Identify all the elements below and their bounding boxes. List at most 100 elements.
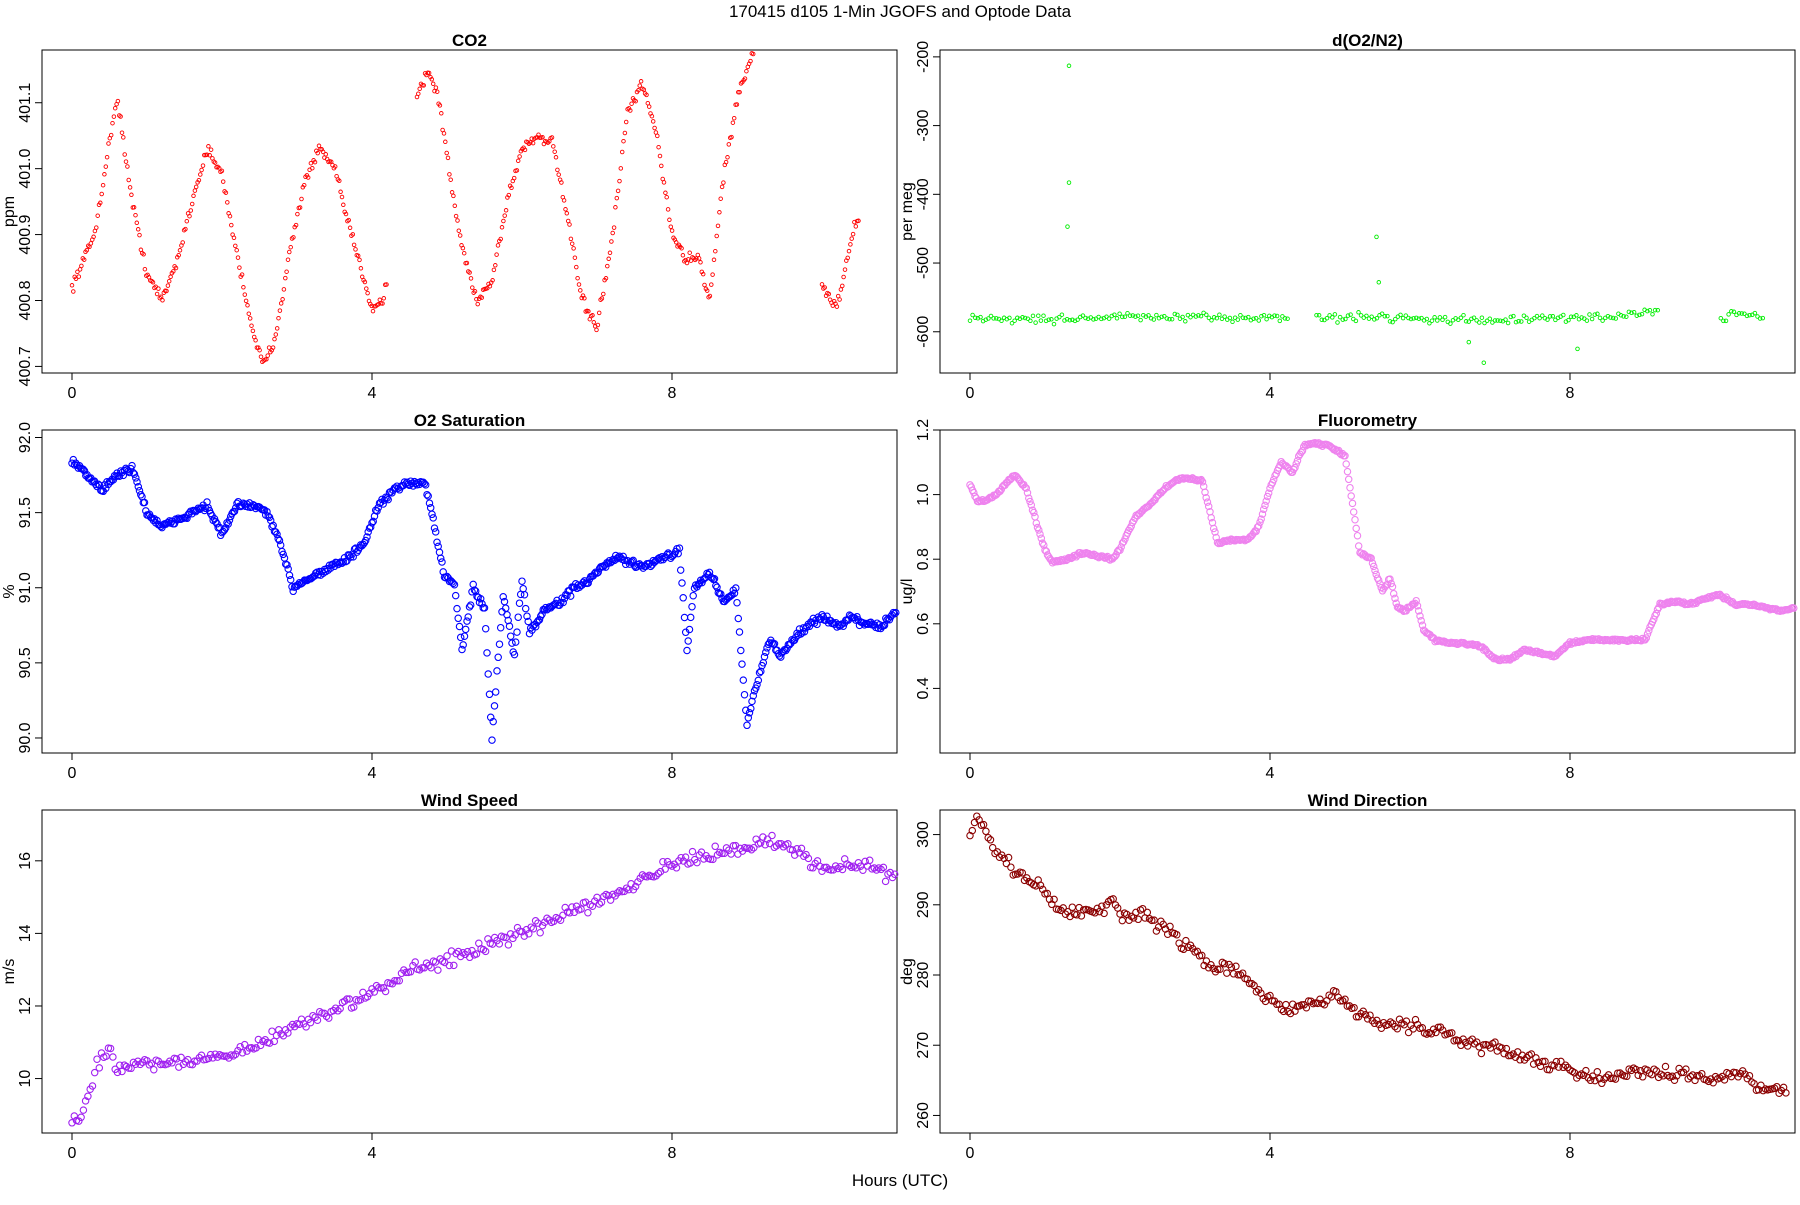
data-point	[1007, 863, 1015, 871]
data-point	[1670, 1076, 1679, 1084]
data-point	[523, 612, 531, 620]
data-point	[1244, 534, 1253, 543]
data-point	[725, 155, 730, 160]
data-point	[578, 288, 583, 293]
data-point	[1219, 316, 1225, 322]
data-point	[359, 540, 367, 549]
data-point	[1099, 316, 1104, 322]
data-point	[1207, 961, 1215, 969]
data-point	[763, 835, 772, 843]
data-point	[1051, 321, 1057, 327]
data-point	[610, 230, 615, 236]
data-point	[1059, 312, 1065, 317]
data-point	[439, 111, 444, 116]
data-point	[204, 1054, 213, 1063]
data-point	[563, 207, 568, 212]
data-point	[132, 474, 140, 482]
data-point	[489, 717, 497, 726]
data-point	[95, 213, 100, 218]
panel-title: O2 Saturation	[414, 411, 525, 430]
data-point	[1346, 483, 1354, 492]
data-point	[1277, 1005, 1286, 1014]
data-point	[1550, 313, 1556, 319]
data-point	[797, 844, 806, 853]
data-point	[1135, 313, 1141, 318]
data-point	[750, 843, 758, 852]
data-point	[150, 1065, 158, 1074]
data-point	[1474, 318, 1479, 323]
data-point	[1335, 320, 1340, 325]
data-point	[819, 282, 825, 287]
data-point	[1721, 318, 1726, 324]
data-point	[1466, 319, 1472, 324]
data-point	[227, 213, 233, 219]
data-point	[533, 618, 541, 627]
data-point	[566, 592, 575, 600]
data-point	[1288, 1000, 1297, 1008]
data-point	[109, 1053, 117, 1061]
data-point	[195, 1053, 204, 1062]
data-point	[1169, 316, 1175, 322]
data-point	[595, 900, 604, 908]
data-point	[501, 604, 510, 612]
data-point	[518, 927, 526, 936]
data-point	[605, 263, 610, 269]
data-point	[829, 619, 838, 627]
data-point	[264, 357, 269, 362]
y-tick-label: 1.2	[915, 419, 932, 441]
data-points	[967, 63, 1766, 365]
data-point	[1652, 307, 1658, 313]
data-point	[187, 213, 192, 219]
data-point	[838, 865, 847, 874]
data-point	[1013, 870, 1022, 878]
data-point	[681, 853, 690, 861]
data-point	[431, 958, 440, 966]
data-point	[524, 617, 532, 626]
data-point	[1487, 316, 1493, 321]
data-point	[1345, 1002, 1354, 1010]
data-point	[484, 670, 492, 678]
data-point	[133, 212, 138, 218]
data-point	[1209, 318, 1214, 323]
data-point	[433, 538, 441, 547]
data-point	[559, 598, 567, 607]
data-point	[256, 1041, 265, 1050]
y-tick-label: 90.0	[17, 722, 34, 753]
data-point	[265, 353, 270, 358]
data-point	[235, 255, 241, 260]
data-point	[1519, 319, 1524, 324]
data-point	[700, 271, 706, 277]
data-point	[265, 1039, 274, 1047]
data-point	[102, 172, 107, 177]
data-point	[1492, 318, 1498, 323]
data-point	[1250, 981, 1258, 990]
x-tick-label: 4	[1266, 1145, 1275, 1162]
data-point	[1387, 579, 1395, 588]
data-point	[892, 608, 900, 617]
data-point	[332, 164, 338, 169]
data-point	[1100, 553, 1108, 561]
data-point	[664, 194, 669, 200]
data-point	[436, 955, 444, 963]
data-point	[91, 234, 96, 240]
data-point	[511, 931, 519, 939]
data-point	[679, 246, 684, 251]
data-point	[363, 533, 371, 541]
data-point	[351, 242, 357, 248]
data-point	[1566, 317, 1571, 323]
data-point	[1643, 630, 1652, 638]
data-point	[654, 869, 663, 878]
data-point	[461, 625, 470, 634]
data-point	[276, 315, 281, 321]
data-point	[183, 226, 188, 232]
data-point	[293, 222, 299, 228]
data-point	[1025, 494, 1033, 502]
data-point	[119, 471, 128, 480]
data-point	[669, 551, 677, 560]
data-point	[1561, 312, 1566, 318]
data-point	[575, 275, 580, 281]
data-point	[617, 178, 622, 184]
data-point	[1475, 1043, 1483, 1051]
data-point	[995, 853, 1004, 861]
data-point	[1316, 312, 1322, 318]
